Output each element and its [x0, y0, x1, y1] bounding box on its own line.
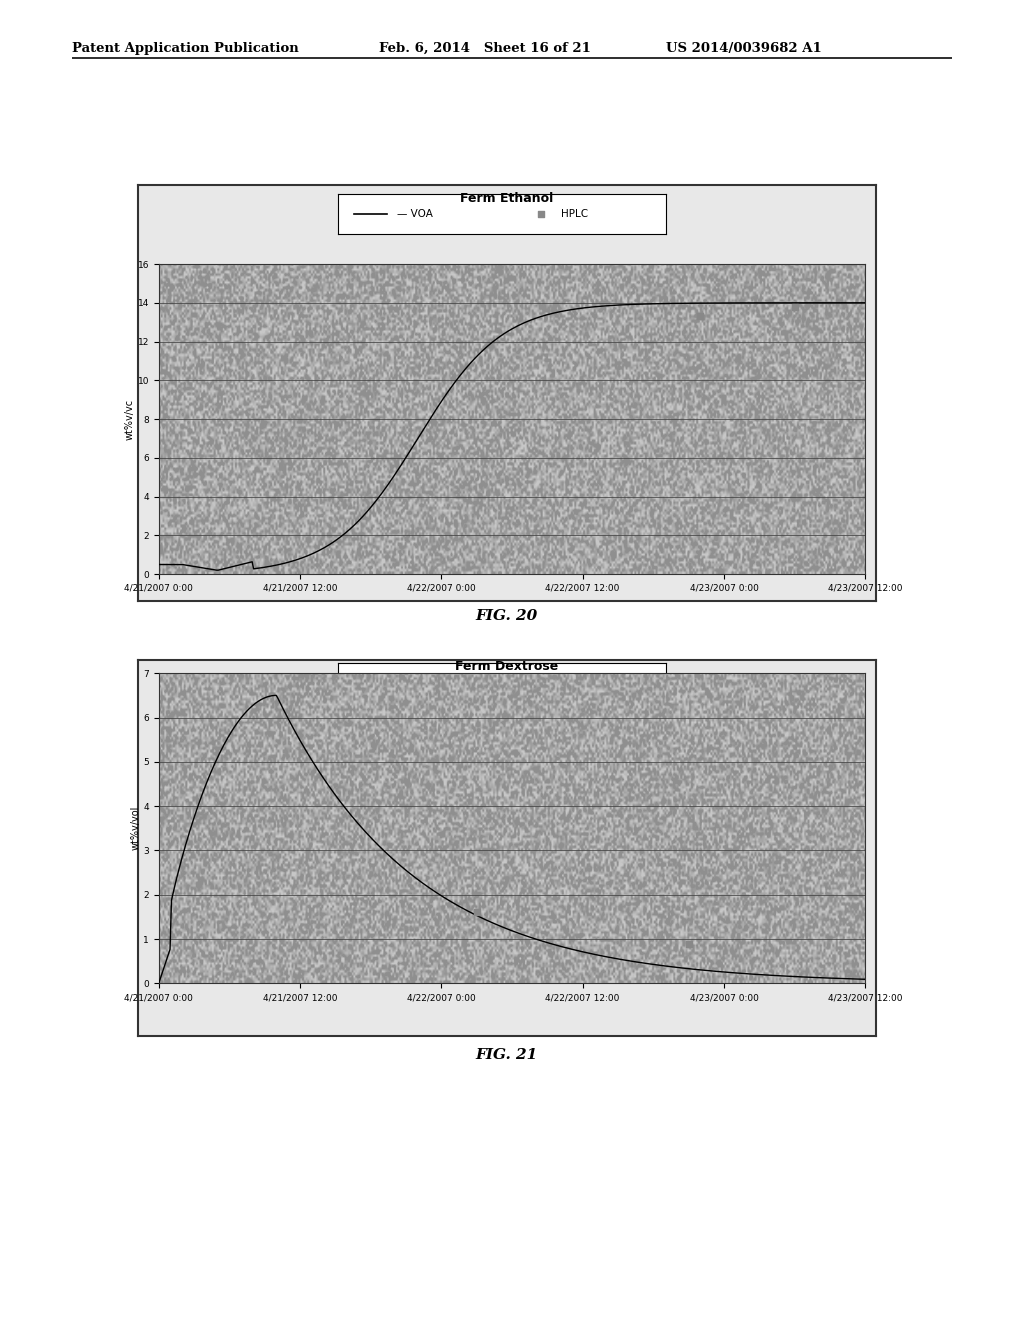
Text: Ferm Dextrose: Ferm Dextrose: [456, 660, 558, 673]
Point: [692, 306, 709, 327]
Text: HPLC: HPLC: [561, 677, 588, 688]
Text: FIG. 21: FIG. 21: [476, 1048, 538, 1061]
Y-axis label: wt%v/vc: wt%v/vc: [125, 399, 135, 440]
Text: — VOA: — VOA: [397, 677, 433, 688]
Point: [680, 933, 696, 954]
Text: Ferm Ethanol: Ferm Ethanol: [460, 191, 554, 205]
Text: US 2014/0039682 A1: US 2014/0039682 A1: [666, 42, 821, 55]
Text: HPLC: HPLC: [561, 209, 588, 219]
Text: Feb. 6, 2014   Sheet 16 of 21: Feb. 6, 2014 Sheet 16 of 21: [379, 42, 591, 55]
Text: Patent Application Publication: Patent Application Publication: [72, 42, 298, 55]
Text: FIG. 20: FIG. 20: [476, 610, 538, 623]
Point: [786, 296, 803, 317]
Point: [469, 902, 485, 923]
Text: — VOA: — VOA: [397, 209, 433, 219]
Y-axis label: wt%v/vol: wt%v/vol: [130, 807, 140, 850]
